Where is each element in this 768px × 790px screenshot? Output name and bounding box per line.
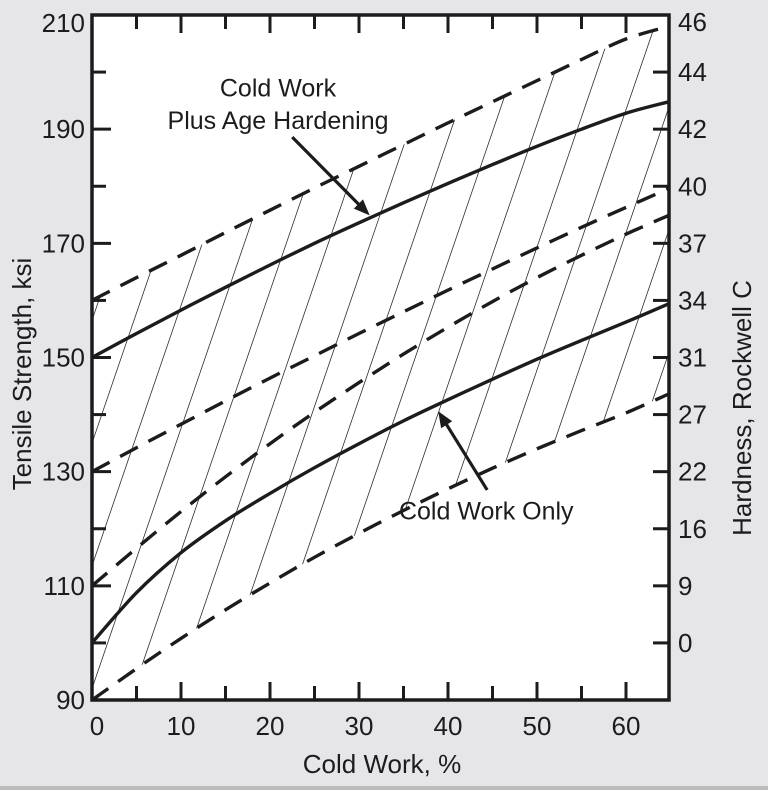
y-right-tick-label: 27 [678, 400, 707, 430]
axis-ticks [93, 13, 668, 702]
curve-cw-only-lower-limit [91, 392, 670, 702]
y-left-tick-label: 130 [42, 457, 85, 487]
y-right-tick-label: 9 [678, 571, 692, 601]
y-left-tick-label: 210 [42, 8, 85, 38]
x-tick-label: 10 [167, 711, 196, 741]
y-right-tick-label: 16 [678, 514, 707, 544]
y-left-tick-label: 170 [42, 228, 85, 258]
y-left-tick-label: 110 [44, 571, 85, 601]
y-right-tick-label: 40 [678, 171, 707, 201]
curve-cw-only-upper-limit [90, 213, 670, 588]
cold-work-only-label-arrowhead [438, 411, 453, 429]
y-right-tick-label: 31 [678, 343, 707, 373]
x-axis-title: Cold Work, % [303, 749, 461, 779]
plot-area [92, 15, 669, 700]
cold-work-plus-age-hardening-label-arrow-line [291, 136, 365, 211]
y-left-tick-label: 150 [42, 343, 85, 373]
y-right-tick-label: 46 [678, 7, 707, 37]
x-tick-label: 50 [523, 711, 552, 741]
x-tick-label: 40 [434, 711, 463, 741]
y-right-tick-label: 42 [678, 114, 707, 144]
x-tick-label: 0 [90, 711, 104, 741]
y-left-tick-label: 90 [56, 685, 85, 715]
y-axis-title-right: Hardness, Rockwell C [727, 280, 757, 536]
cold-work-only-label: Cold Work Only [399, 497, 574, 525]
cold-work-only-label-arrow-line [441, 417, 489, 491]
y-right-tick-label: 44 [678, 57, 707, 87]
curve-cw-age-mean [91, 100, 670, 359]
curve-cw-only-mean [90, 302, 670, 645]
y-axis-title-left: Tensile Strength, ksi [7, 258, 37, 491]
plot-border [90, 13, 671, 702]
y-right-tick-label: 0 [678, 628, 692, 658]
y-right-tick-label: 37 [678, 228, 707, 258]
cold-work-plus-age-hardening-label: Cold Work [220, 74, 337, 102]
x-tick-label: 30 [345, 711, 374, 741]
curve-cw-age-upper-limit [91, 24, 670, 302]
page-edge-strip [0, 786, 768, 790]
cold-work-plus-age-hardening-label: Plus Age Hardening [168, 107, 389, 135]
cold-work-plus-age-hardening-label-arrowhead [353, 199, 370, 216]
curve-cw-age-lower-limit [91, 186, 670, 474]
y-right-tick-label: 22 [678, 457, 707, 487]
x-tick-label: 60 [612, 711, 641, 741]
y-right-tick-label: 34 [678, 285, 707, 315]
y-left-tick-label: 190 [42, 114, 85, 144]
x-tick-label: 20 [256, 711, 285, 741]
